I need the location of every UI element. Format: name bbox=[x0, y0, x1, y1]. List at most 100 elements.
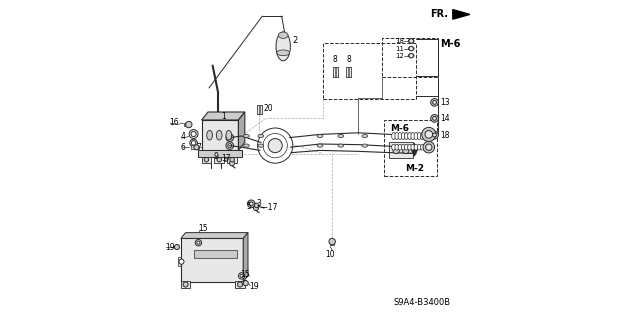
Circle shape bbox=[197, 241, 200, 244]
Bar bbox=[388, 142, 413, 158]
Circle shape bbox=[228, 136, 232, 140]
Ellipse shape bbox=[207, 131, 212, 140]
Ellipse shape bbox=[414, 132, 418, 140]
Ellipse shape bbox=[414, 144, 418, 150]
Circle shape bbox=[183, 282, 188, 287]
Bar bbox=[257, 105, 259, 114]
Ellipse shape bbox=[276, 32, 291, 61]
Ellipse shape bbox=[404, 132, 408, 140]
Ellipse shape bbox=[338, 144, 344, 147]
Circle shape bbox=[433, 100, 436, 104]
Circle shape bbox=[250, 202, 253, 206]
Bar bbox=[191, 145, 198, 149]
Polygon shape bbox=[202, 112, 245, 120]
Ellipse shape bbox=[401, 144, 405, 150]
Text: 5: 5 bbox=[246, 202, 251, 211]
Circle shape bbox=[174, 244, 179, 250]
Circle shape bbox=[431, 99, 438, 106]
Bar bbox=[333, 67, 338, 77]
Circle shape bbox=[230, 161, 235, 166]
Text: 18: 18 bbox=[440, 131, 449, 140]
Text: 16: 16 bbox=[170, 117, 179, 126]
Bar bbox=[346, 67, 351, 77]
Bar bbox=[181, 281, 191, 288]
Circle shape bbox=[433, 133, 436, 137]
Circle shape bbox=[191, 132, 196, 137]
Circle shape bbox=[238, 273, 244, 279]
Circle shape bbox=[204, 157, 209, 162]
Circle shape bbox=[237, 282, 243, 287]
Circle shape bbox=[228, 144, 232, 148]
Polygon shape bbox=[453, 10, 470, 19]
Bar bbox=[178, 257, 182, 267]
Bar bbox=[349, 67, 351, 77]
Bar bbox=[260, 105, 262, 114]
Circle shape bbox=[257, 128, 293, 163]
Bar bbox=[227, 157, 237, 163]
Circle shape bbox=[240, 274, 243, 277]
Ellipse shape bbox=[226, 131, 232, 140]
Circle shape bbox=[217, 157, 221, 162]
Circle shape bbox=[431, 131, 438, 139]
Circle shape bbox=[423, 141, 435, 153]
Bar bbox=[336, 67, 338, 77]
Circle shape bbox=[329, 238, 335, 245]
Bar bbox=[330, 242, 334, 245]
Circle shape bbox=[426, 144, 432, 150]
Text: 1: 1 bbox=[221, 112, 227, 121]
Circle shape bbox=[268, 139, 282, 153]
Text: 8: 8 bbox=[333, 55, 338, 64]
Ellipse shape bbox=[216, 131, 222, 140]
Circle shape bbox=[409, 53, 413, 58]
Circle shape bbox=[433, 116, 436, 120]
Ellipse shape bbox=[392, 144, 396, 150]
Circle shape bbox=[195, 239, 202, 246]
Bar bbox=[257, 105, 262, 114]
Text: 7: 7 bbox=[196, 143, 201, 152]
Polygon shape bbox=[181, 233, 248, 238]
Bar bbox=[333, 67, 335, 77]
Ellipse shape bbox=[258, 134, 264, 138]
Text: 14: 14 bbox=[440, 114, 450, 123]
Text: 2: 2 bbox=[293, 36, 298, 44]
Circle shape bbox=[226, 142, 234, 149]
Bar bbox=[184, 123, 188, 126]
Bar bbox=[346, 67, 348, 77]
Circle shape bbox=[254, 203, 259, 208]
Ellipse shape bbox=[408, 47, 414, 51]
Text: 11: 11 bbox=[395, 46, 404, 52]
Circle shape bbox=[431, 115, 438, 122]
Bar bbox=[223, 158, 229, 161]
Circle shape bbox=[253, 205, 259, 211]
Circle shape bbox=[226, 134, 234, 141]
Text: 12: 12 bbox=[395, 53, 404, 59]
Text: S9A4-B3400B: S9A4-B3400B bbox=[394, 298, 451, 307]
Text: 15: 15 bbox=[198, 224, 208, 233]
Ellipse shape bbox=[362, 144, 368, 147]
Bar bbox=[202, 120, 238, 150]
Circle shape bbox=[186, 121, 192, 128]
Bar bbox=[193, 250, 237, 258]
Ellipse shape bbox=[401, 132, 405, 140]
Circle shape bbox=[422, 127, 436, 141]
Text: FR.: FR. bbox=[430, 9, 448, 20]
Text: 10: 10 bbox=[324, 250, 335, 259]
Ellipse shape bbox=[408, 144, 412, 150]
Ellipse shape bbox=[417, 132, 421, 140]
Circle shape bbox=[393, 147, 399, 154]
Circle shape bbox=[243, 281, 248, 286]
Circle shape bbox=[409, 39, 413, 43]
Circle shape bbox=[409, 46, 413, 51]
Circle shape bbox=[247, 200, 255, 208]
Ellipse shape bbox=[278, 32, 288, 38]
Ellipse shape bbox=[395, 144, 399, 150]
Ellipse shape bbox=[398, 132, 402, 140]
Bar bbox=[198, 150, 242, 157]
Ellipse shape bbox=[404, 144, 408, 150]
Ellipse shape bbox=[243, 134, 250, 138]
Text: 19: 19 bbox=[165, 243, 175, 252]
Circle shape bbox=[403, 147, 409, 154]
Ellipse shape bbox=[411, 132, 415, 140]
Bar bbox=[181, 238, 243, 282]
Ellipse shape bbox=[395, 132, 399, 140]
